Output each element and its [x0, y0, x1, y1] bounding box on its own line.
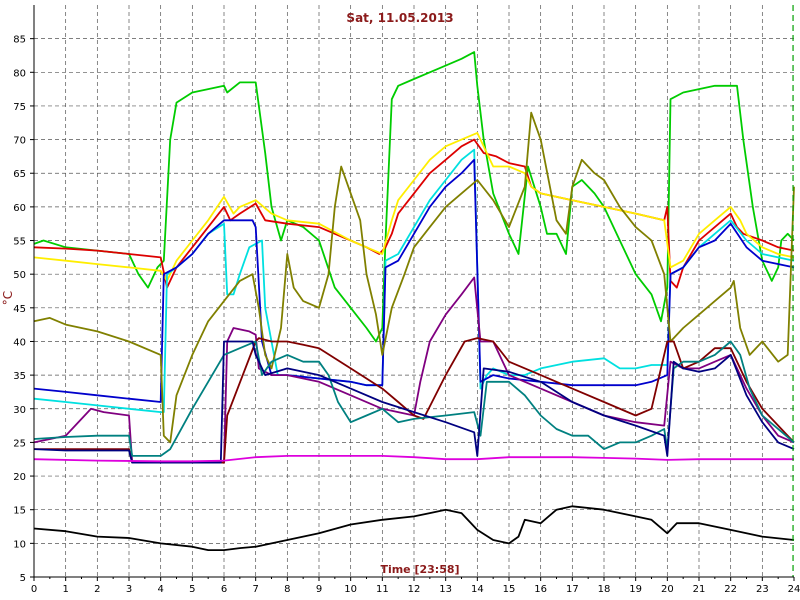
x-tick-label: 6 — [221, 584, 227, 595]
chart-title: Sat, 11.05.2013 — [346, 11, 453, 25]
x-tick-label: 20 — [661, 584, 674, 595]
x-tick-label: 16 — [534, 584, 547, 595]
series-line-1 — [33, 51, 795, 343]
x-tick-label: 18 — [598, 584, 611, 595]
x-tick-label: 5 — [189, 584, 195, 595]
x-tick-label: 23 — [756, 584, 769, 595]
y-tick-label: 85 — [13, 35, 26, 46]
series-line-6 — [33, 111, 795, 444]
x-axis-label: Time [23:58] — [380, 563, 459, 576]
y-tick-label: 25 — [13, 438, 26, 449]
y-tick-label: 70 — [13, 136, 26, 147]
x-tick-label: 0 — [31, 584, 37, 595]
x-tick-label: 21 — [693, 584, 706, 595]
series-lines — [33, 51, 795, 551]
y-tick-label: 30 — [13, 405, 26, 416]
x-tick-label: 4 — [157, 584, 163, 595]
y-tick-label: 40 — [13, 337, 26, 348]
x-tick-label: 10 — [344, 584, 357, 595]
series-line-2 — [33, 138, 795, 289]
y-tick-label: 80 — [13, 68, 26, 79]
y-tick-label: 45 — [13, 304, 26, 315]
series-line-10 — [33, 340, 795, 464]
series-line-11 — [33, 454, 794, 463]
x-tick-label: 9 — [316, 584, 322, 595]
x-tick-label: 11 — [376, 584, 389, 595]
y-tick-label: 35 — [13, 371, 26, 382]
x-tick-label: 3 — [126, 584, 132, 595]
x-tick-label: 7 — [252, 584, 258, 595]
axes — [30, 5, 795, 581]
y-tick-label: 20 — [13, 472, 26, 483]
tick-labels: 0 1 2 3 4 5 6 7 8 9 10 11 12 13 14 15 16 17 18 19 20 21 22 23 24… — [13, 35, 800, 595]
x-tick-label: 8 — [284, 584, 290, 595]
y-tick-label: 60 — [13, 203, 26, 214]
x-tick-label: 14 — [471, 584, 484, 595]
x-tick-label: 17 — [566, 584, 579, 595]
series-line-5 — [33, 158, 795, 403]
x-tick-label: 19 — [629, 584, 642, 595]
y-tick-label: 5 — [20, 573, 26, 584]
x-tick-label: 2 — [94, 584, 100, 595]
y-tick-label: 10 — [13, 539, 26, 550]
y-tick-label: 15 — [13, 506, 26, 517]
x-tick-label: 22 — [724, 584, 737, 595]
series-line-3 — [33, 131, 795, 282]
y-tick-label: 75 — [13, 102, 26, 113]
x-tick-label: 13 — [439, 584, 452, 595]
y-axis-label: °C — [1, 291, 15, 305]
x-tick-label: 12 — [408, 584, 421, 595]
x-tick-label: 1 — [62, 584, 68, 595]
x-tick-label: 24 — [788, 584, 800, 595]
series-line-12 — [33, 505, 795, 551]
y-tick-label: 55 — [13, 237, 26, 248]
y-tick-label: 50 — [13, 270, 26, 281]
y-tick-label: 65 — [13, 169, 26, 180]
x-tick-label: 15 — [503, 584, 516, 595]
